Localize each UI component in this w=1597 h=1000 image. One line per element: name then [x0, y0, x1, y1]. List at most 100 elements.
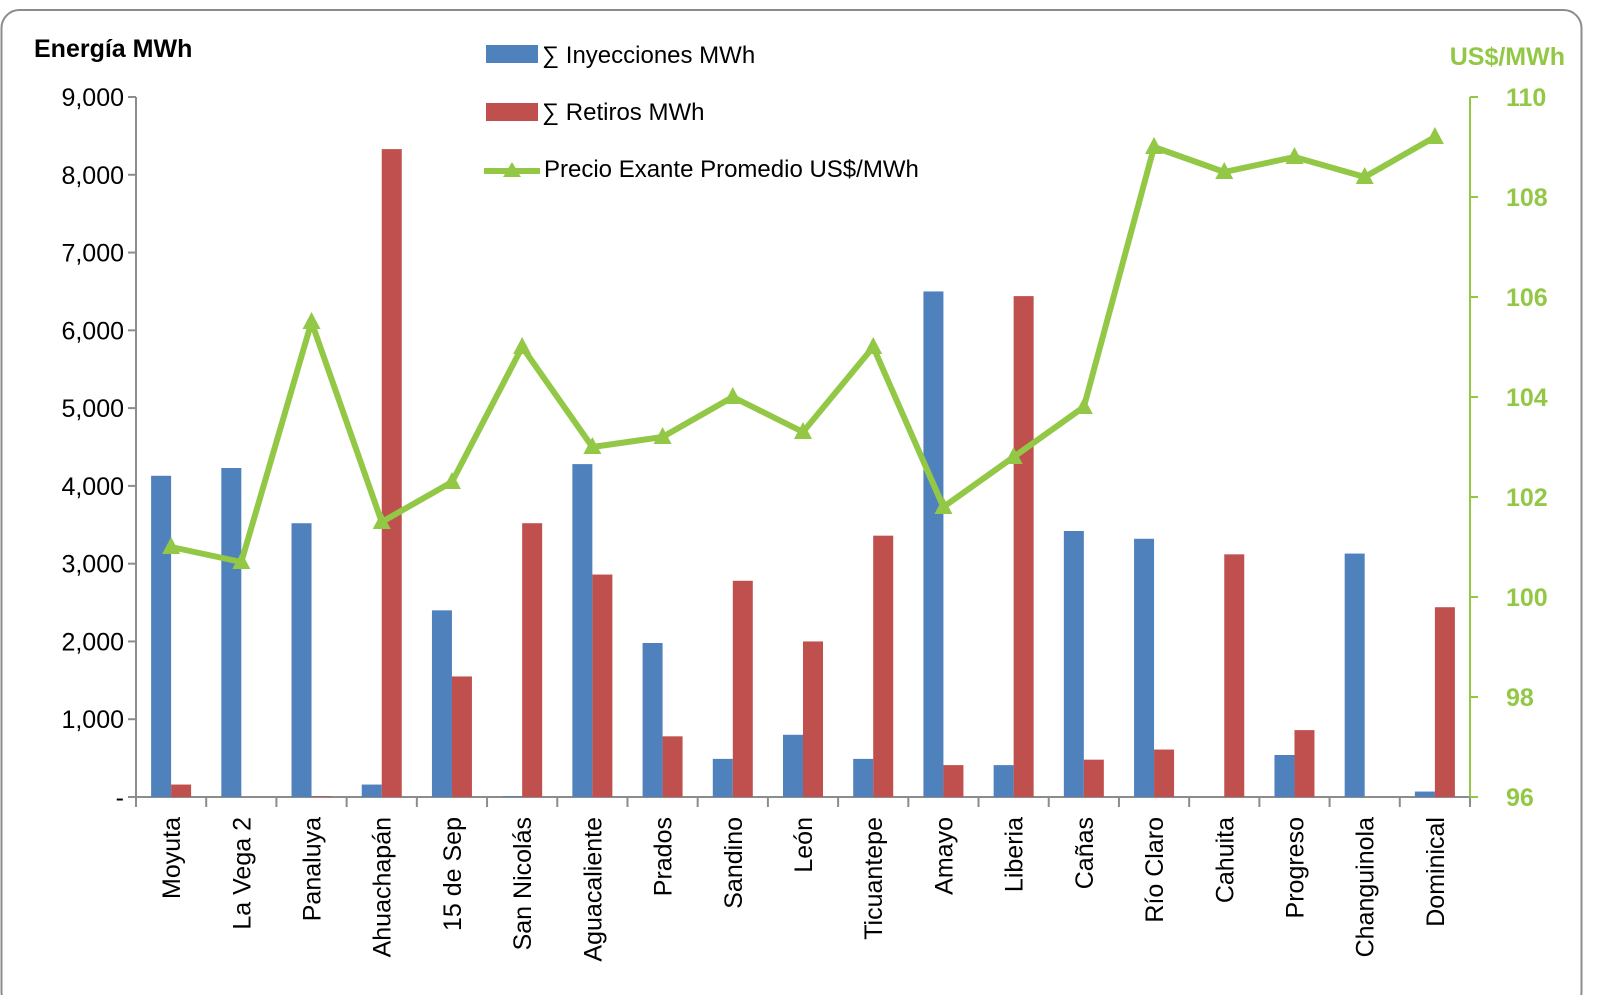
category-label: Moyuta	[158, 817, 186, 899]
left-tick-label: 2,000	[61, 628, 124, 656]
category-label: Cahuita	[1211, 817, 1239, 903]
bar-retiros	[1224, 554, 1245, 797]
bar-retiros	[381, 149, 402, 798]
bar-retiros	[311, 796, 332, 797]
bar-retiros	[873, 535, 894, 797]
price-marker	[934, 497, 953, 514]
bar-retiros	[1013, 296, 1034, 797]
left-axis: - 1,000 2,000 3,000 4,000 5,000 6,000 7,000 8,00…	[61, 84, 1471, 812]
category-label: Cañas	[1071, 817, 1099, 889]
right-tick-label: 106	[1506, 284, 1548, 312]
bar-retiros	[592, 574, 613, 797]
bar-inyecciones	[1414, 791, 1435, 797]
left-tick-label: 5,000	[61, 395, 124, 423]
bar-inyecciones	[151, 475, 172, 797]
category-label: Panaluya	[299, 817, 327, 921]
legend-label-precio: Precio Exante Promedio US$/MWh	[544, 156, 919, 183]
left-tick-label: 4,000	[61, 473, 124, 501]
price-marker	[1004, 447, 1023, 464]
bar-inyecciones	[1134, 538, 1155, 797]
right-tick-label: 102	[1506, 484, 1548, 512]
left-axis-title: Energía MWh	[34, 35, 192, 63]
price-marker	[442, 472, 461, 489]
left-tick-label: 7,000	[61, 240, 124, 268]
right-tick-label: 100	[1506, 584, 1548, 612]
price-marker	[1215, 162, 1234, 179]
category-label: Liberia	[1001, 817, 1029, 892]
price-line	[162, 127, 1444, 569]
bar-inyecciones	[712, 758, 733, 797]
legend-label-retiros: ∑ Retiros MWh	[542, 99, 704, 126]
bar-inyecciones	[502, 796, 523, 797]
price-marker	[302, 312, 321, 329]
price-marker	[372, 512, 391, 529]
category-label: Ahuachapán	[369, 817, 397, 957]
category-label: La Vega 2	[228, 817, 256, 930]
bar-retiros	[1294, 730, 1315, 797]
bar-retiros	[171, 784, 192, 797]
category-label: Dominical	[1422, 817, 1450, 927]
bar-retiros	[522, 523, 543, 797]
bar-inyecciones	[1344, 553, 1365, 797]
legend: ∑ Inyecciones MWh ∑ Retiros MWh Precio E…	[484, 42, 919, 183]
left-tick-label: 1,000	[61, 706, 124, 734]
bar-retiros	[451, 676, 472, 797]
bar-inyecciones	[572, 464, 593, 797]
category-label: Aguacaliente	[579, 817, 607, 962]
bar-inyecciones	[993, 765, 1014, 797]
bar-inyecciones	[783, 734, 803, 797]
price-marker	[723, 387, 742, 404]
legend-label-inyecciones: ∑ Inyecciones MWh	[542, 42, 755, 69]
bar-inyecciones	[642, 643, 663, 797]
bars	[151, 149, 1455, 798]
price-marker	[513, 337, 532, 354]
category-label: León	[790, 817, 818, 873]
bar-retiros	[662, 736, 683, 797]
category-label: Amayo	[930, 817, 958, 895]
bar-inyecciones	[1274, 755, 1295, 797]
price-marker	[162, 537, 181, 554]
left-tick-label: -	[116, 784, 124, 812]
bar-retiros	[1154, 749, 1175, 797]
left-tick-label: 9,000	[61, 84, 124, 112]
price-marker	[1145, 137, 1164, 154]
right-axis-title: US$/MWh	[1450, 43, 1565, 71]
category-label: Progreso	[1281, 817, 1309, 918]
right-tick-label: 98	[1506, 684, 1534, 712]
legend-marker-precio	[503, 162, 521, 177]
right-axis: 96 98 100 102 104 106 108 110	[1469, 84, 1548, 812]
price-marker	[1355, 167, 1374, 184]
bar-inyecciones	[853, 758, 874, 797]
bar-retiros	[943, 765, 964, 797]
bar-inyecciones	[1063, 531, 1084, 797]
right-tick-label: 110	[1506, 84, 1546, 112]
bar-retiros	[732, 580, 753, 797]
legend-swatch-inyecciones	[486, 45, 538, 63]
category-labels: Moyuta La Vega 2 Panaluya Ahuachapán 15 de S…	[158, 817, 1450, 962]
legend-swatch-retiros	[486, 103, 538, 121]
bar-retiros	[803, 641, 823, 797]
right-tick-label: 108	[1506, 184, 1548, 212]
category-label: Prados	[650, 817, 678, 896]
bar-inyecciones	[431, 610, 452, 797]
left-tick-label: 6,000	[61, 317, 124, 345]
left-tick-label: 8,000	[61, 162, 124, 190]
price-marker	[864, 337, 883, 354]
bar-retiros	[1434, 607, 1455, 797]
price-marker	[794, 422, 812, 439]
category-label: Changuinola	[1352, 817, 1380, 957]
bar-retiros	[1083, 759, 1104, 797]
price-marker	[653, 427, 672, 444]
bar-inyecciones	[221, 468, 242, 797]
right-tick-label: 96	[1506, 784, 1534, 812]
category-label: Río Claro	[1141, 817, 1169, 923]
left-tick-label: 3,000	[61, 551, 124, 579]
bar-inyecciones	[361, 784, 382, 797]
price-marker	[1285, 147, 1304, 164]
bar-inyecciones	[923, 291, 944, 797]
price-marker	[1425, 127, 1444, 144]
category-label: Ticuantepe	[860, 817, 888, 940]
price-marker	[583, 437, 602, 454]
